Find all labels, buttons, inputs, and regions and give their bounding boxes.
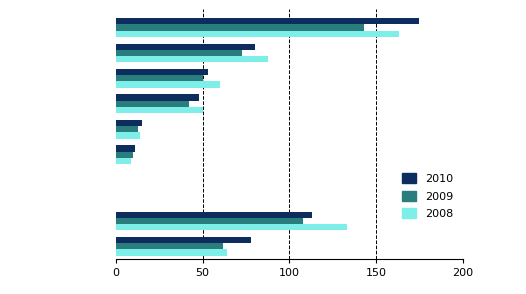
Bar	[116, 237, 251, 243]
Bar	[116, 24, 364, 31]
Bar	[116, 50, 242, 56]
Bar	[116, 120, 142, 126]
Bar	[116, 75, 203, 81]
Legend: 2010, 2009, 2008: 2010, 2009, 2008	[398, 169, 457, 223]
Bar	[116, 211, 312, 218]
Bar	[116, 69, 208, 75]
Bar	[116, 94, 199, 101]
Bar	[116, 107, 203, 113]
Bar	[116, 243, 224, 249]
Bar	[116, 18, 420, 24]
Bar	[116, 126, 138, 132]
Bar	[116, 249, 227, 255]
Bar	[116, 158, 132, 164]
Bar	[116, 81, 220, 88]
Bar	[116, 132, 140, 138]
Bar	[116, 224, 347, 230]
Bar	[116, 101, 189, 107]
Bar	[116, 44, 255, 50]
Bar	[116, 152, 133, 158]
Bar	[116, 31, 399, 37]
Bar	[116, 218, 303, 224]
Bar	[116, 56, 268, 62]
Bar	[116, 145, 135, 152]
